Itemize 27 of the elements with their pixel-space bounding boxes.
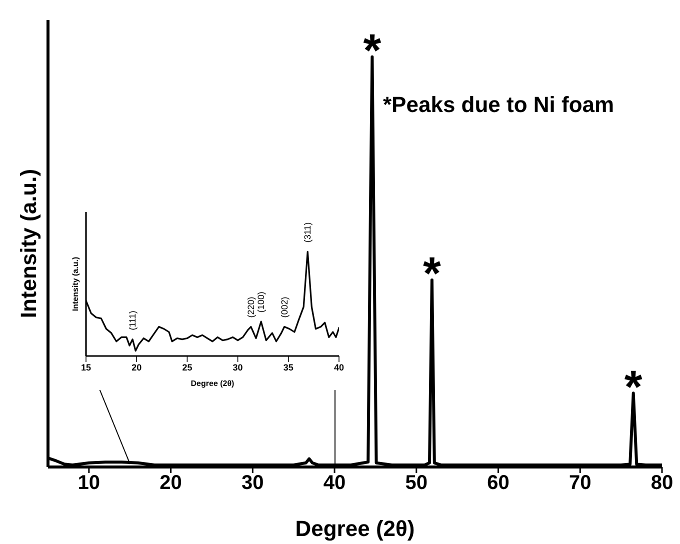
annotation: * <box>363 24 382 76</box>
annotation: (100) <box>256 292 266 313</box>
x-tick-label: 30 <box>232 362 243 372</box>
x-tick-label: 15 <box>80 362 92 372</box>
annotation: (002) <box>279 296 290 318</box>
annotation: (311) <box>302 222 313 243</box>
x-tick-label: 20 <box>160 472 182 494</box>
x-tick-label: 20 <box>132 362 142 372</box>
x-tick-label: 30 <box>242 472 264 494</box>
x-tick-label: 70 <box>569 472 592 494</box>
x-tick-label: 40 <box>334 362 344 372</box>
x-axis-title: Degree (2θ) <box>190 379 235 388</box>
y-axis-title: Intensity (a.u.) <box>16 168 41 318</box>
y-axis-title: Intensity (a.u.) <box>71 256 80 312</box>
annotation: *Peaks due to Ni foam <box>383 92 614 118</box>
x-tick-label: 60 <box>487 472 510 494</box>
annotation: (111) <box>128 310 138 330</box>
x-tick-label: 50 <box>405 472 428 494</box>
x-tick-label: 40 <box>323 472 346 494</box>
annotation: * <box>624 360 642 412</box>
x-tick-label: 10 <box>78 472 100 494</box>
annotation: (220) <box>246 296 256 318</box>
x-axis-title: Degree (2θ) <box>295 516 415 541</box>
x-tick-label: 35 <box>283 362 294 372</box>
x-tick-label: 80 <box>650 472 674 494</box>
annotation: * <box>423 247 441 300</box>
x-tick-label: 25 <box>182 362 192 372</box>
